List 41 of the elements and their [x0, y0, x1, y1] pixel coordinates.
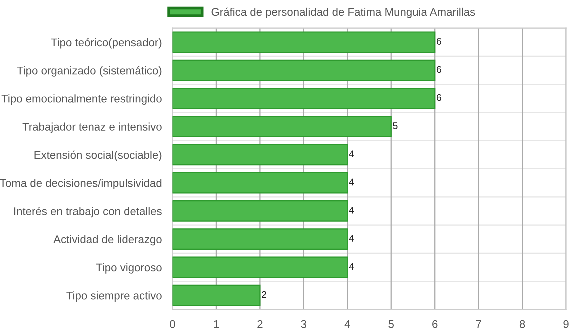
- x-tick-label: 3: [301, 320, 307, 328]
- x-tick-label: 6: [432, 320, 438, 328]
- x-tick-label: 2: [258, 320, 263, 328]
- data-label: 4: [349, 263, 354, 270]
- y-tick-label: Tipo teórico(pensador): [51, 38, 162, 49]
- x-tick-label: 9: [564, 320, 569, 328]
- y-tick-label: Tipo emocionalmente restringido: [2, 94, 162, 105]
- x-tick-label: 7: [476, 320, 482, 328]
- y-tick-label: Extensión social(sociable): [34, 150, 162, 162]
- bar: [172, 116, 392, 138]
- x-tick-label: 5: [388, 320, 394, 328]
- data-label: 4: [349, 235, 354, 242]
- data-label: 2: [262, 291, 267, 298]
- bar: [172, 60, 436, 82]
- data-label: 4: [349, 150, 354, 158]
- bar: [172, 284, 261, 306]
- bar: [172, 172, 348, 194]
- y-tick-label: Tipo vigoroso: [96, 263, 162, 274]
- x-tick-label: 0: [170, 320, 176, 328]
- bar: [172, 144, 348, 166]
- bar: [172, 32, 436, 54]
- x-tick-label: 4: [344, 320, 350, 328]
- bar: [172, 200, 348, 222]
- x-tick-label: 8: [520, 320, 526, 328]
- bar: [172, 88, 436, 110]
- data-label: 6: [436, 94, 442, 102]
- y-tick-label: Tipo siempre activo: [66, 292, 162, 302]
- data-label: 5: [393, 122, 398, 130]
- bar: [172, 256, 348, 278]
- data-label: 6: [436, 38, 442, 45]
- data-label: 4: [349, 178, 354, 186]
- y-tick-label: Trabajador tenaz e intensivo: [22, 122, 162, 134]
- x-tick-label: 1: [214, 320, 220, 328]
- y-tick-label: Interés en trabajo con detalles: [14, 207, 162, 218]
- y-tick-label: Actividad de liderazgo: [54, 235, 162, 246]
- y-tick-label: Toma de decisiones/impulsividad: [0, 179, 162, 190]
- legend-label: Gráfica de personalidad de Fatima Munguia Amarillas: [212, 8, 476, 18]
- y-tick-label: Tipo organizado (sistemático): [17, 66, 162, 77]
- data-label: 6: [436, 66, 442, 74]
- data-label: 4: [349, 207, 354, 214]
- bar: [172, 228, 348, 250]
